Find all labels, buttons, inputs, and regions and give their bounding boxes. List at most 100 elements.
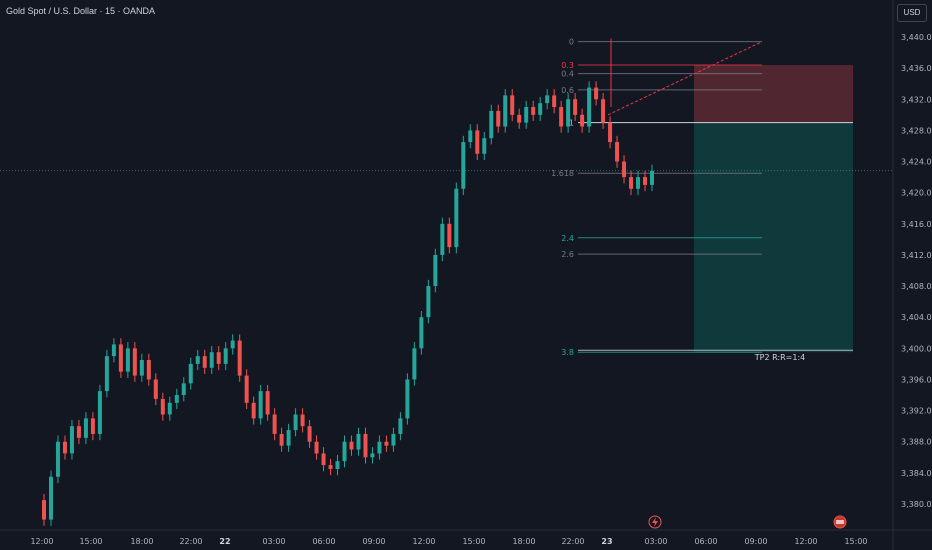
time-tick-label: 03:00	[262, 537, 285, 546]
price-tick-label: 3,436.000	[901, 64, 932, 73]
price-tick-label: 3,440.000	[901, 33, 932, 42]
candle-body	[608, 122, 613, 143]
candle-body	[342, 441, 347, 462]
currency-button[interactable]: USD	[897, 4, 927, 22]
symbol-title[interactable]: Gold Spot / U.S. Dollar · 15 · OANDA	[6, 6, 156, 16]
candle-body	[321, 453, 326, 466]
candle-body	[125, 348, 130, 372]
candle-body	[496, 110, 501, 127]
candle-body	[468, 130, 473, 143]
candle-body	[615, 142, 620, 162]
price-tick-label: 3,408.000	[901, 282, 932, 291]
candle-body	[531, 107, 536, 115]
candle-body	[265, 391, 270, 415]
candle-body	[475, 130, 480, 154]
price-tick-label: 3,388.000	[901, 438, 932, 447]
price-tick-label: 3,404.000	[901, 313, 932, 322]
candle-body	[440, 223, 445, 255]
price-tick-label: 3,420.000	[901, 189, 932, 198]
candle-body	[90, 418, 95, 434]
time-tick-label: 12:00	[30, 537, 53, 546]
candle-body	[251, 402, 256, 419]
candle-body	[153, 379, 158, 399]
time-tick-label: 18:00	[130, 537, 153, 546]
candle-body	[538, 103, 543, 115]
candle-body	[62, 441, 67, 454]
candle-body	[398, 418, 403, 434]
candle-body	[272, 414, 277, 434]
time-tick-label: 22:00	[561, 537, 584, 546]
candle-body	[559, 107, 564, 127]
fib-label: 3.8	[561, 348, 574, 357]
candle-body	[83, 418, 88, 438]
candle-body	[97, 391, 102, 434]
candle-body	[636, 177, 641, 189]
candle-body	[580, 114, 585, 127]
candle-body	[552, 95, 557, 108]
candle-body	[391, 433, 396, 446]
candle-body	[69, 426, 74, 454]
candle-body	[216, 352, 221, 364]
candle-body	[461, 142, 466, 189]
candle-body	[363, 433, 368, 458]
candle-body	[510, 95, 515, 115]
candle-body	[195, 356, 200, 364]
candle-body	[132, 348, 137, 376]
fib-label: 2.6	[561, 250, 574, 259]
candle-body	[517, 114, 522, 123]
flash-event-icon[interactable]	[648, 515, 662, 529]
time-tick-label: 09:00	[362, 537, 385, 546]
time-tick-label: 22	[219, 537, 230, 546]
candle-body	[55, 441, 60, 477]
candle-body	[454, 188, 459, 248]
candle-body	[349, 441, 354, 450]
candle-body	[426, 286, 431, 318]
flash-event-icon-glyph	[652, 517, 658, 527]
candle-body	[244, 375, 249, 403]
time-tick-label: 12:00	[794, 537, 817, 546]
candle-body	[356, 433, 361, 450]
candle-body	[524, 107, 529, 123]
price-tick-label: 3,396.000	[901, 375, 932, 384]
candle-body	[643, 177, 648, 185]
stop-loss-zone[interactable]	[694, 65, 853, 123]
candle-body	[566, 99, 571, 127]
time-tick-label: 18:00	[512, 537, 535, 546]
candle-body	[279, 433, 284, 446]
candle-body	[104, 356, 109, 392]
candle-body	[433, 254, 438, 287]
price-tick-label: 3,380.000	[901, 500, 932, 509]
candle-body	[489, 110, 494, 139]
candle-body	[188, 363, 193, 384]
price-tick-label: 3,424.000	[901, 158, 932, 167]
flag-event-icon-glyph	[836, 520, 844, 524]
fib-label: 0.3	[561, 61, 574, 70]
fib-label: 0.6	[561, 86, 574, 95]
candle-body	[42, 500, 46, 520]
candle-body	[286, 430, 291, 446]
candle-body	[545, 95, 550, 104]
candle-body	[258, 391, 263, 419]
candle-body	[503, 95, 508, 127]
fib-levels[interactable]: 0 0.30.4 0.6 1 1.618 2.4 2.6 3.8	[551, 38, 763, 358]
time-tick-label: 09:00	[744, 537, 767, 546]
time-tick-label: 12:00	[412, 537, 435, 546]
candle-body	[181, 383, 186, 396]
candle-body	[209, 352, 214, 368]
candle-body	[111, 344, 116, 357]
time-tick-label: 15:00	[462, 537, 485, 546]
trend-line[interactable]	[607, 41, 763, 116]
time-tick-label: 03:00	[644, 537, 667, 546]
candle-body	[405, 379, 410, 419]
fib-label: 1	[569, 119, 574, 128]
candle-body	[573, 99, 578, 115]
candle-body	[174, 395, 179, 403]
candle-body	[419, 317, 424, 349]
time-tick-label: 15:00	[844, 537, 867, 546]
candle-body	[160, 398, 165, 415]
fib-label: 2.4	[561, 234, 574, 243]
price-tick-label: 3,416.000	[901, 220, 932, 229]
time-axis-bg	[0, 530, 932, 550]
